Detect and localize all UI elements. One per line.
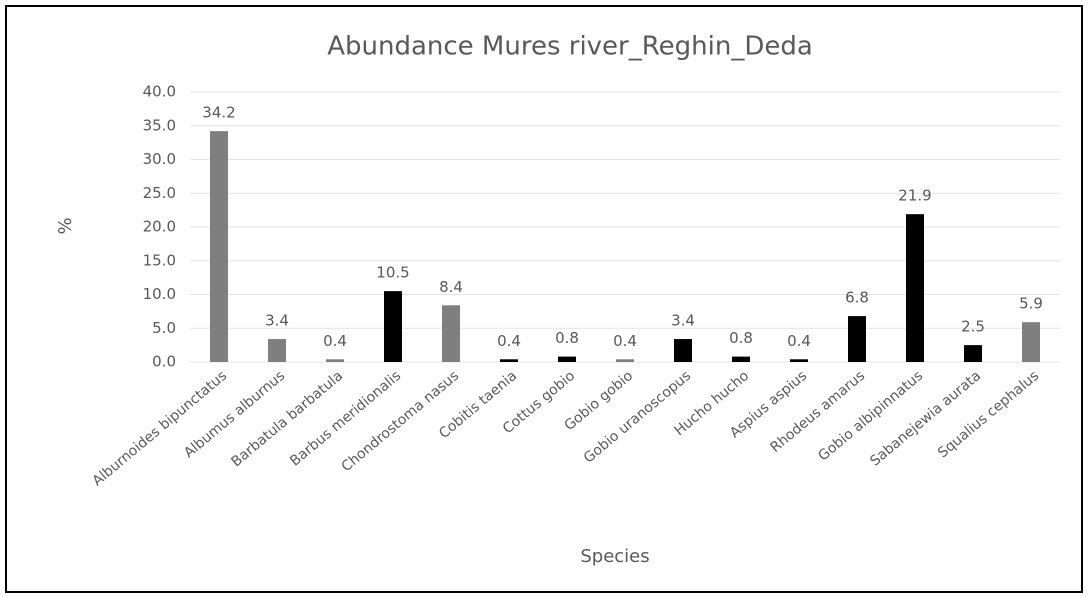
chart-title: Abundance Mures river_Reghin_Deda <box>327 32 813 62</box>
y-tick-label: 15.0 <box>143 251 176 269</box>
data-label: 2.5 <box>961 318 985 336</box>
data-label: 10.5 <box>376 264 409 282</box>
y-tick-label: 10.0 <box>143 285 176 303</box>
bar <box>442 305 460 362</box>
bar <box>674 339 692 362</box>
bar <box>326 359 344 362</box>
bar <box>906 214 924 362</box>
bar <box>558 356 576 362</box>
y-tick-label: 5.0 <box>152 319 176 337</box>
bar <box>964 345 982 362</box>
data-label: 3.4 <box>671 312 695 330</box>
bar <box>210 131 228 362</box>
data-label: 0.4 <box>613 332 637 350</box>
y-axis-label: % <box>55 217 76 234</box>
data-label: 8.4 <box>439 278 463 296</box>
data-label: 21.9 <box>898 187 931 205</box>
bar <box>500 359 518 362</box>
bar <box>384 291 402 362</box>
data-label: 34.2 <box>202 104 235 122</box>
data-label: 3.4 <box>265 312 289 330</box>
bar <box>732 356 750 362</box>
data-label: 0.4 <box>497 332 521 350</box>
y-tick-label: 0.0 <box>152 353 176 371</box>
x-axis-label: Species <box>580 546 649 567</box>
data-label: 0.8 <box>729 329 753 347</box>
y-tick-label: 35.0 <box>143 116 176 134</box>
y-tick-label: 30.0 <box>143 150 176 168</box>
bar <box>1022 322 1040 362</box>
bar <box>790 359 808 362</box>
data-label: 0.4 <box>787 332 811 350</box>
y-tick-label: 40.0 <box>143 83 176 101</box>
y-tick-label: 20.0 <box>143 218 176 236</box>
data-label: 6.8 <box>845 289 869 307</box>
y-tick-label: 25.0 <box>143 184 176 202</box>
data-label: 0.8 <box>555 329 579 347</box>
data-label: 0.4 <box>323 332 347 350</box>
bar <box>268 339 286 362</box>
data-label: 5.9 <box>1019 295 1043 313</box>
bar <box>616 359 634 362</box>
chart-border <box>5 5 1083 593</box>
bar <box>848 316 866 362</box>
